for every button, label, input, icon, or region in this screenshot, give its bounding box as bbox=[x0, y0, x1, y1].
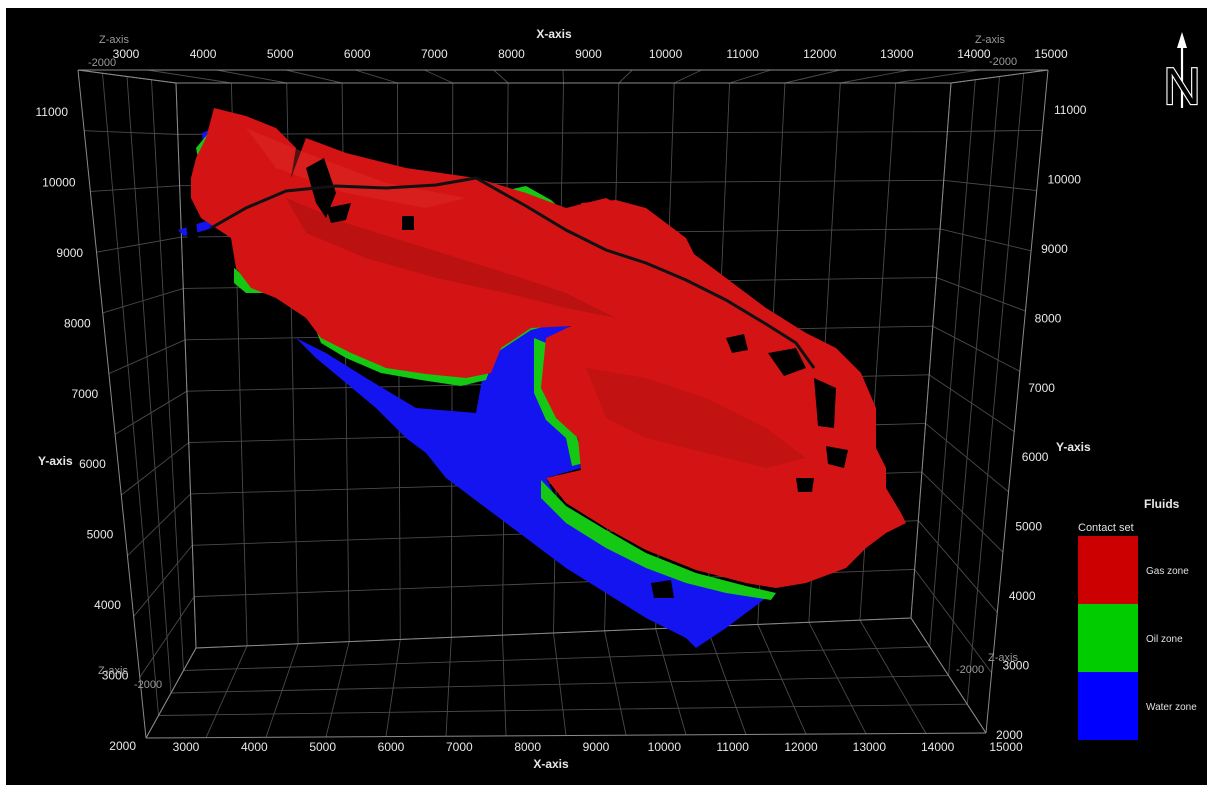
x-axis-title-top: X-axis bbox=[536, 27, 572, 41]
y-tick-right: 3000 bbox=[1002, 659, 1029, 673]
legend-label: Water zone bbox=[1146, 702, 1197, 713]
z-axis-title: Z-axis bbox=[975, 34, 1005, 46]
x-tick-bottom: 4000 bbox=[241, 740, 268, 754]
surface-gap bbox=[814, 378, 836, 428]
legend-title: Fluids bbox=[1144, 497, 1180, 511]
x-tick-top: 9000 bbox=[575, 47, 602, 61]
oil-zone-band[interactable] bbox=[534, 338, 584, 466]
gas-zone-region[interactable] bbox=[581, 200, 696, 266]
z-tick: -2000 bbox=[88, 57, 116, 69]
oil-zone-band[interactable] bbox=[234, 268, 268, 293]
y-tick-left: 5000 bbox=[87, 528, 114, 542]
gas-zone-shade bbox=[286, 198, 616, 318]
y-tick-right: 6000 bbox=[1022, 450, 1049, 464]
surface-gap bbox=[184, 204, 198, 240]
x-tick-top: 10000 bbox=[649, 47, 683, 61]
x-tick-top: 14000 bbox=[957, 47, 991, 61]
z-tick: -2000 bbox=[956, 664, 984, 676]
y-axis-title-right: Y-axis bbox=[1056, 440, 1091, 454]
z-tick: -2000 bbox=[134, 679, 162, 691]
3d-viewport[interactable]: 3000 4000 5000 6000 7000 8000 9000 10000 11000 12… bbox=[6, 8, 1207, 785]
y-tick-left: 4000 bbox=[94, 598, 121, 612]
x-tick-top: 8000 bbox=[498, 47, 525, 61]
y-tick-right: 10000 bbox=[1048, 172, 1082, 186]
x-tick-bottom: 9000 bbox=[583, 740, 610, 754]
y-tick-right: 8000 bbox=[1035, 311, 1062, 325]
x-tick-top: 7000 bbox=[421, 47, 448, 61]
surface-gap bbox=[796, 478, 814, 492]
axis-labels: 3000 4000 5000 6000 7000 8000 9000 10000 11000 12… bbox=[36, 27, 1092, 771]
z-axis-title: Z-axis bbox=[988, 652, 1018, 664]
y-tick-left: 6000 bbox=[79, 457, 106, 471]
y-tick-left: 2000 bbox=[109, 739, 136, 753]
x-tick-bottom: 11000 bbox=[716, 740, 749, 754]
y-tick-left: 8000 bbox=[64, 316, 91, 330]
y-tick-right: 5000 bbox=[1015, 520, 1042, 534]
reservoir-3d-view[interactable]: 3000 4000 5000 6000 7000 8000 9000 10000 11000 12… bbox=[6, 8, 1207, 785]
y-tick-right: 4000 bbox=[1009, 589, 1036, 603]
x-tick-bottom: 12000 bbox=[784, 740, 818, 754]
legend-item: Water zone bbox=[1078, 672, 1197, 740]
compass-label: N bbox=[1163, 58, 1201, 116]
x-tick-top: 3000 bbox=[113, 47, 140, 61]
north-arrow-icon: N bbox=[1162, 32, 1202, 117]
legend-item: Oil zone bbox=[1078, 604, 1183, 672]
surface-gap bbox=[326, 203, 351, 223]
surface-gap bbox=[402, 216, 414, 230]
z-tick: -2000 bbox=[989, 56, 1017, 68]
surface-gap bbox=[651, 580, 674, 598]
z-axis-title: Z-axis bbox=[98, 665, 128, 677]
legend-item: Gas zone bbox=[1078, 536, 1189, 604]
legend-label: Oil zone bbox=[1146, 634, 1183, 645]
y-tick-left: 11000 bbox=[36, 105, 69, 119]
x-tick-bottom: 5000 bbox=[309, 740, 336, 754]
bounding-box bbox=[77, 69, 1049, 739]
surface-gap bbox=[826, 446, 848, 468]
y-tick-left: 9000 bbox=[56, 246, 83, 260]
legend-swatch bbox=[1078, 672, 1138, 740]
surface-gap bbox=[726, 334, 748, 353]
reservoir-surface[interactable] bbox=[178, 108, 906, 648]
y-tick-left: 10000 bbox=[42, 175, 76, 189]
x-tick-top: 4000 bbox=[190, 47, 217, 61]
legend-subtitle: Contact set bbox=[1078, 522, 1134, 534]
x-tick-top: 5000 bbox=[267, 47, 294, 61]
z-axis-title: Z-axis bbox=[99, 34, 129, 46]
x-tick-bottom: 13000 bbox=[853, 740, 887, 754]
x-tick-bottom: 10000 bbox=[648, 740, 682, 754]
y-tick-right: 7000 bbox=[1028, 381, 1055, 395]
x-tick-top: 13000 bbox=[880, 47, 914, 61]
y-tick-right: 9000 bbox=[1041, 242, 1068, 256]
legend-swatch bbox=[1078, 536, 1138, 604]
legend-swatch bbox=[1078, 604, 1138, 672]
x-axis-title-bottom: X-axis bbox=[533, 757, 569, 771]
fault-line bbox=[210, 176, 816, 369]
legend: Fluids Contact set Gas zone Oil zone Water… bbox=[1078, 497, 1197, 740]
x-tick-bottom: 15000 bbox=[989, 740, 1023, 754]
y-tick-left: 7000 bbox=[72, 387, 99, 401]
y-tick-right: 2000 bbox=[996, 728, 1023, 742]
surface-gap bbox=[768, 348, 806, 376]
gas-zone-region[interactable] bbox=[191, 108, 906, 588]
oil-zone-band[interactable] bbox=[541, 480, 776, 600]
y-axis-title-left: Y-axis bbox=[38, 454, 73, 468]
x-tick-top: 12000 bbox=[803, 47, 837, 61]
x-tick-top: 15000 bbox=[1034, 47, 1068, 61]
x-tick-bottom: 3000 bbox=[173, 740, 200, 754]
gas-zone-shade bbox=[586, 368, 806, 468]
legend-label: Gas zone bbox=[1146, 566, 1189, 577]
x-tick-bottom: 8000 bbox=[514, 740, 541, 754]
x-tick-bottom: 6000 bbox=[378, 740, 405, 754]
y-tick-right: 11000 bbox=[1054, 103, 1087, 117]
x-tick-bottom: 7000 bbox=[446, 740, 473, 754]
x-tick-top: 11000 bbox=[726, 47, 759, 61]
x-tick-bottom: 14000 bbox=[921, 740, 955, 754]
x-tick-top: 6000 bbox=[344, 47, 371, 61]
y-tick-left: 3000 bbox=[102, 669, 129, 683]
